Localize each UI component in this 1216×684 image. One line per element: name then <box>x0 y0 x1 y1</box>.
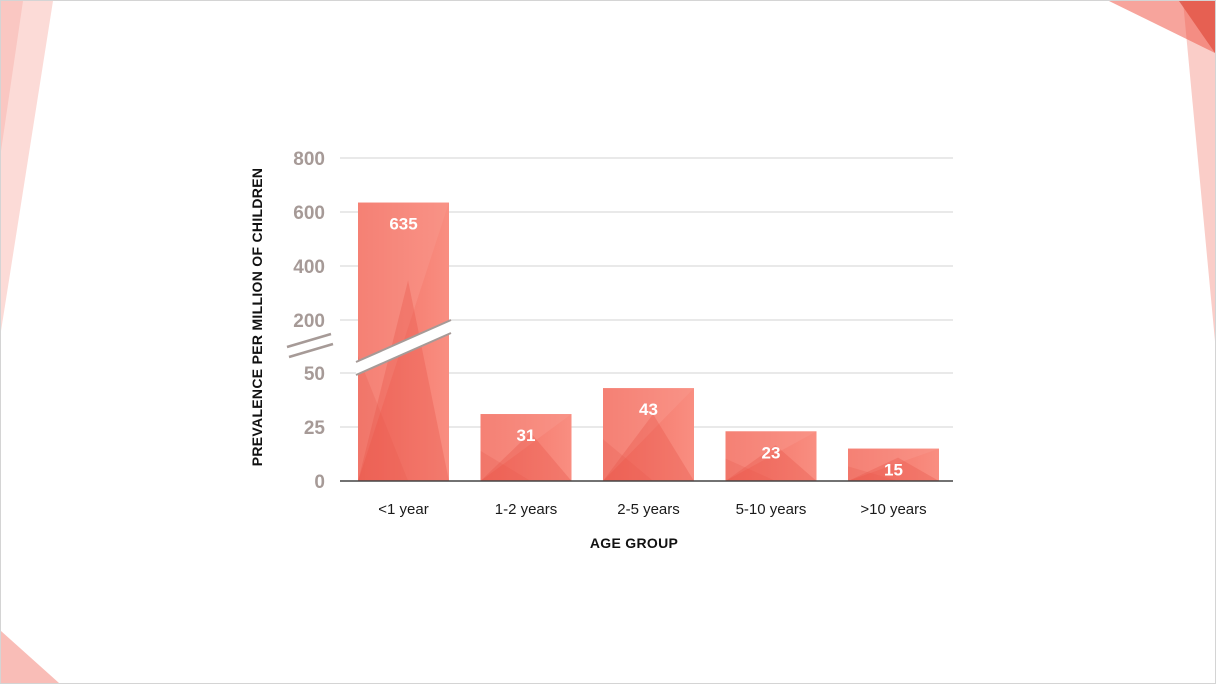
bar-value-label: 23 <box>762 443 781 462</box>
x-tick-label: 2-5 years <box>617 501 680 518</box>
bar <box>603 388 694 481</box>
bar <box>848 448 939 481</box>
y-tick-label: 800 <box>293 149 325 170</box>
decor-left-wedge <box>1 1 53 331</box>
bar <box>355 202 452 482</box>
y-tick-label: 200 <box>293 311 325 332</box>
x-tick-label: <1 year <box>378 501 428 518</box>
bars <box>355 202 939 482</box>
y-tick-label: 0 <box>314 472 325 493</box>
x-tick-label: 1-2 years <box>495 501 558 518</box>
decor-left-wedge-inner <box>1 1 23 151</box>
y-axis-title: PREVALENCE PER MILLION OF CHILDREN <box>249 168 265 467</box>
decor-top-right-corner <box>1179 1 1215 53</box>
x-axis-title: AGE GROUP <box>590 535 678 551</box>
bar <box>725 431 817 481</box>
axis-break-marker <box>286 332 334 359</box>
bar-value-label: 15 <box>884 461 903 480</box>
decor-bottom-left-wedge <box>1 631 59 683</box>
bar <box>480 414 572 481</box>
y-tick-labels: 0 25 50 200 400 600 800 <box>293 149 325 493</box>
x-tick-labels: <1 year 1-2 years 2-5 years 5-10 years >10 y… <box>378 501 926 518</box>
y-tick-label: 600 <box>293 203 325 224</box>
bar-break-gap <box>356 320 451 375</box>
bar-value-label: 43 <box>639 400 658 419</box>
data-labels: 635 31 43 23 15 <box>389 215 903 480</box>
x-tick-label: 5-10 years <box>736 501 807 518</box>
x-tick-label: >10 years <box>860 501 926 518</box>
y-tick-label: 50 <box>304 364 325 385</box>
bar-value-label: 31 <box>517 426 536 445</box>
bar-value-label: 635 <box>389 215 417 234</box>
decor-right-wedge <box>1183 1 1215 341</box>
y-tick-label: 400 <box>293 257 325 278</box>
y-tick-label: 25 <box>304 418 326 439</box>
